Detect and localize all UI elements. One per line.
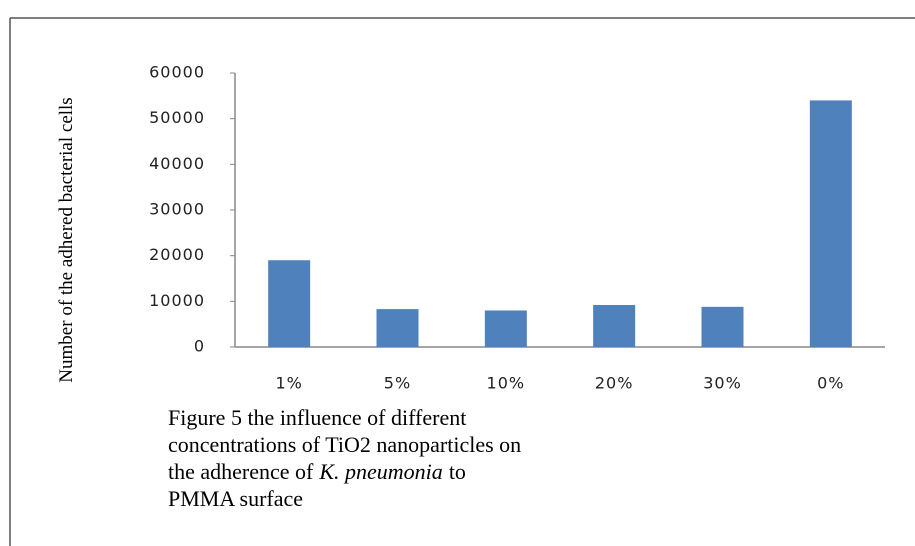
- y-tick-label: 20000: [149, 245, 205, 264]
- bar: [701, 306, 744, 347]
- x-tick-label: 0%: [817, 374, 844, 393]
- bar: [268, 260, 311, 347]
- bar: [593, 304, 636, 347]
- caption-text: to: [449, 459, 466, 484]
- y-tick-label: 60000: [149, 63, 205, 82]
- caption-line: concentrations of TiO2 nanoparticles on: [168, 432, 521, 457]
- caption-text: the adherence of: [168, 459, 314, 484]
- caption-line: the adherence of K. pneumonia to: [168, 459, 466, 484]
- x-tick-label: 1%: [275, 374, 302, 393]
- bar: [809, 100, 852, 348]
- caption-species: K. pneumonia: [318, 459, 442, 484]
- x-tick-label: 5%: [384, 374, 411, 393]
- x-tick-label: 30%: [703, 374, 742, 393]
- bar: [376, 309, 419, 347]
- x-tick-label: 10%: [487, 374, 526, 393]
- y-tick-label: 50000: [149, 108, 205, 127]
- y-tick-label: 10000: [149, 291, 205, 310]
- bar: [484, 310, 527, 347]
- y-axis-label: Number of the adhered bacterial cells: [56, 97, 77, 382]
- y-tick-label: 40000: [149, 154, 205, 173]
- caption-line: PMMA surface: [168, 486, 303, 511]
- y-tick-label: 0: [194, 337, 205, 356]
- x-tick-label: 20%: [595, 374, 634, 393]
- y-tick-label: 30000: [149, 200, 205, 219]
- caption-line: Figure 5 the influence of different: [168, 405, 466, 430]
